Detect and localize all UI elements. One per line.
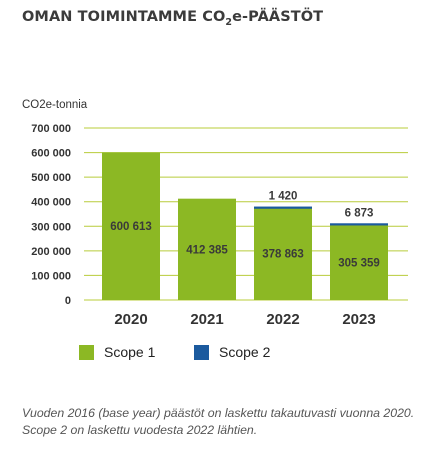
y-tick-label: 100 000 <box>31 270 71 282</box>
y-tick-label: 600 000 <box>31 148 71 160</box>
data-label-scope-2: 6 873 <box>345 207 374 219</box>
bar-scope-1 <box>178 198 236 300</box>
legend-label-scope-2: Scope 2 <box>219 344 271 360</box>
data-label-scope-1: 305 359 <box>338 257 380 269</box>
x-tick-label: 2022 <box>266 311 299 328</box>
title-suffix: e-PÄÄSTÖT <box>232 9 324 25</box>
data-label-scope-1: 378 863 <box>262 248 304 260</box>
y-tick-label: 300 000 <box>31 221 71 233</box>
x-tick-label: 2021 <box>190 311 223 328</box>
bar-scope-1 <box>330 224 388 300</box>
footnote: Vuoden 2016 (base year) päästöt on laske… <box>22 406 415 437</box>
bar-scope-2 <box>254 206 312 209</box>
legend-swatch-scope-1 <box>79 344 94 360</box>
legend-label-scope-1: Scope 1 <box>104 344 156 360</box>
legend-swatch-scope-2 <box>194 344 209 360</box>
bar-scope-1 <box>102 152 160 300</box>
y-tick-label: 0 <box>65 295 71 307</box>
y-tick-label: 200 000 <box>31 246 71 258</box>
y-axis-label: CO2e-tonnia <box>22 99 88 111</box>
data-label-scope-1: 600 613 <box>110 221 152 233</box>
bar-scope-2 <box>330 223 388 226</box>
legend-item-scope-1: Scope 1 <box>79 344 155 360</box>
title-main: OMAN TOIMINTAMME CO <box>22 9 226 25</box>
bar-scope-1 <box>254 206 312 300</box>
chart-title: OMAN TOIMINTAMME CO2e-PÄÄSTÖT <box>22 9 324 28</box>
x-tick-label: 2023 <box>342 311 375 328</box>
x-tick-label: 2020 <box>114 311 147 328</box>
bar-chart: 0 100 000 200 000 300 000 400 000 500 000 600 … <box>31 123 408 328</box>
y-tick-label: 700 000 <box>31 123 71 135</box>
data-label-scope-1: 412 385 <box>186 244 228 256</box>
legend-item-scope-2: Scope 2 <box>194 344 270 360</box>
data-label-scope-2: 1 420 <box>269 191 298 203</box>
y-tick-label: 500 000 <box>31 172 71 184</box>
title-subscript: 2 <box>225 17 233 28</box>
y-tick-label: 400 000 <box>31 197 71 209</box>
